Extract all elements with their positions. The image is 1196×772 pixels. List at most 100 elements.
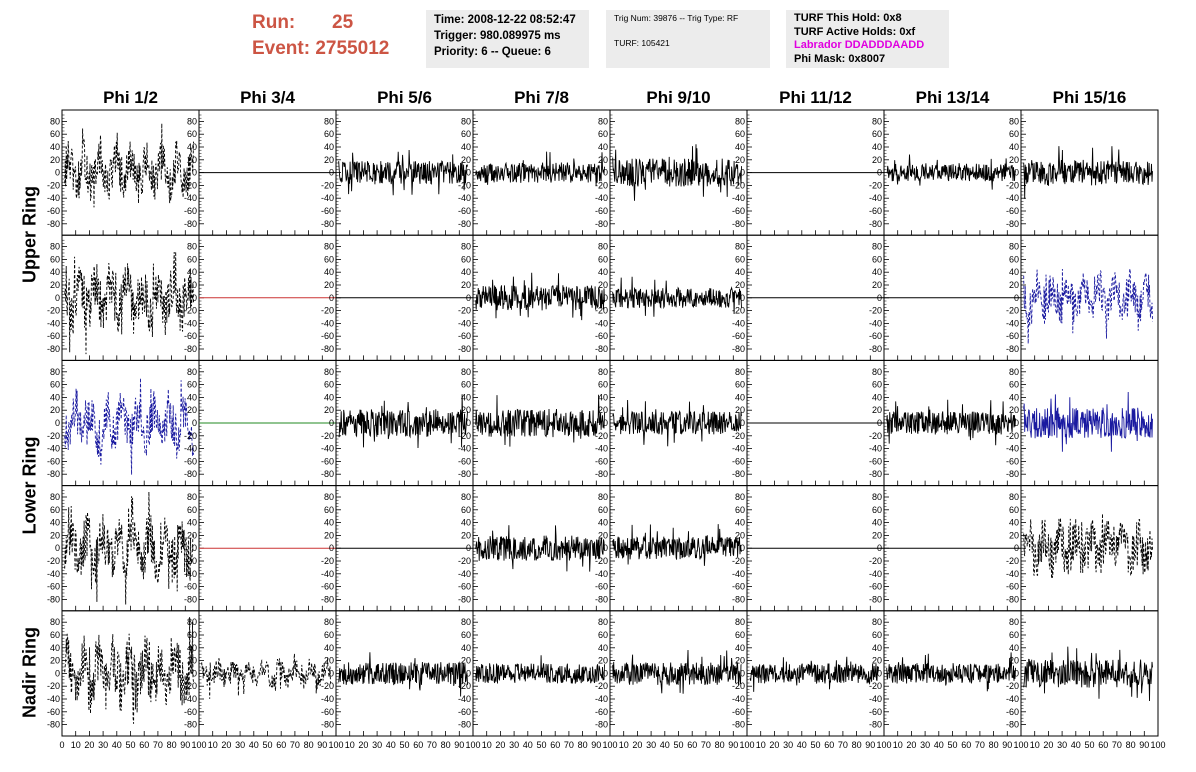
y-tick-label: -40 <box>458 444 471 454</box>
y-tick-label: 20 <box>461 155 471 165</box>
panel-r1-c5: -80 -60 -40 -20 0 20 40 60 80 <box>595 109 748 236</box>
y-tick-label: -40 <box>458 193 471 203</box>
y-tick-label: 40 <box>461 643 471 653</box>
waveform-trace <box>475 525 605 572</box>
y-tick-label: 20 <box>735 155 745 165</box>
y-tick-label: -20 <box>47 431 60 441</box>
x-tick-label: 30 <box>509 740 519 750</box>
y-tick-label: 80 <box>50 617 60 627</box>
y-tick-label: -60 <box>321 456 334 466</box>
y-tick-label: -20 <box>732 556 745 566</box>
y-tick-label: 80 <box>872 617 882 627</box>
x-tick-label: 80 <box>989 740 999 750</box>
y-tick-label: -80 <box>869 594 882 604</box>
x-tick-label: 40 <box>112 740 122 750</box>
x-tick-label: 70 <box>975 740 985 750</box>
time-info-box: Time: 2008-12-22 08:52:47 Trigger: 980.0… <box>426 10 589 68</box>
y-tick-label: -60 <box>184 582 197 592</box>
x-tick-label: 0 <box>59 740 64 750</box>
y-tick-label: -40 <box>732 444 745 454</box>
panel-r5-c6: -80 -60 -40 -20 0 20 40 60 80 <box>732 610 885 737</box>
column-header-4: Phi 7/8 <box>514 88 569 107</box>
x-tick-label: 90 <box>317 740 327 750</box>
y-tick-label: 20 <box>1009 530 1019 540</box>
y-tick-label: 20 <box>324 155 334 165</box>
y-tick-label: 20 <box>461 530 471 540</box>
y-tick-label: -80 <box>595 219 608 229</box>
y-tick-label: -80 <box>595 594 608 604</box>
x-tick-label: 80 <box>1126 740 1136 750</box>
y-tick-label: -60 <box>732 707 745 717</box>
y-tick-label: 20 <box>461 656 471 666</box>
x-tick-label: 80 <box>852 740 862 750</box>
y-tick-label: -20 <box>47 681 60 691</box>
x-tick-label: 70 <box>1112 740 1122 750</box>
x-tick-label: 60 <box>961 740 971 750</box>
waveform-trace <box>64 251 194 355</box>
y-tick-label: 40 <box>735 267 745 277</box>
y-tick-label: -80 <box>595 469 608 479</box>
waveform-trace <box>338 652 468 697</box>
y-tick-label: 80 <box>324 242 334 252</box>
y-tick-label: 0 <box>877 668 882 678</box>
y-tick-label: 60 <box>324 254 334 264</box>
y-tick-label: 60 <box>735 254 745 264</box>
x-tick-label: 70 <box>153 740 163 750</box>
y-tick-label: 0 <box>466 293 471 303</box>
y-tick-label: 40 <box>187 392 197 402</box>
y-tick-label: -80 <box>47 594 60 604</box>
x-tick-label: 90 <box>454 740 464 750</box>
y-tick-label: -40 <box>1006 444 1019 454</box>
y-tick-label: 80 <box>735 617 745 627</box>
panel-r1-c3: -80 -60 -40 -20 0 20 40 60 80 <box>321 109 474 236</box>
y-tick-label: 0 <box>603 293 608 303</box>
x-tick-label: 10 <box>208 740 218 750</box>
y-tick-label: -60 <box>1006 206 1019 216</box>
waveform-trace <box>338 149 468 196</box>
y-tick-label: -40 <box>47 569 60 579</box>
y-tick-label: 20 <box>50 656 60 666</box>
y-tick-label: -20 <box>732 431 745 441</box>
y-tick-label: 40 <box>461 267 471 277</box>
y-tick-label: 60 <box>187 505 197 515</box>
column-header-8: Phi 15/16 <box>1052 88 1127 107</box>
column-header-5: Phi 9/10 <box>646 88 711 107</box>
y-tick-label: -20 <box>184 306 197 316</box>
y-tick-label: 40 <box>50 267 60 277</box>
y-tick-label: 0 <box>55 418 60 428</box>
y-tick-label: -60 <box>869 331 882 341</box>
run-value: 25 <box>332 12 354 33</box>
y-tick-label: 0 <box>192 418 197 428</box>
y-tick-label: 0 <box>877 543 882 553</box>
y-tick-label: -40 <box>47 193 60 203</box>
x-tick-label: 100 <box>602 740 617 750</box>
y-tick-label: 40 <box>598 267 608 277</box>
y-tick-label: 60 <box>461 380 471 390</box>
waveform-trace <box>475 655 605 684</box>
y-tick-label: -60 <box>47 331 60 341</box>
y-tick-label: -20 <box>1006 681 1019 691</box>
y-tick-label: -60 <box>321 331 334 341</box>
waveform-trace <box>475 272 605 321</box>
y-tick-label: 20 <box>187 155 197 165</box>
x-tick-label: 60 <box>276 740 286 750</box>
x-tick-label: 40 <box>249 740 259 750</box>
y-tick-label: 20 <box>50 530 60 540</box>
y-tick-label: 60 <box>1009 630 1019 640</box>
y-tick-label: 0 <box>877 168 882 178</box>
y-tick-label: 0 <box>55 543 60 553</box>
x-tick-label: 30 <box>1057 740 1067 750</box>
y-tick-label: 80 <box>187 116 197 126</box>
y-tick-label: -40 <box>595 569 608 579</box>
x-tick-label: 30 <box>783 740 793 750</box>
panel-r5-c1: -80 -60 -40 -20 0 20 40 60 80 <box>47 610 200 737</box>
y-tick-label: -40 <box>595 444 608 454</box>
y-tick-label: 80 <box>1009 116 1019 126</box>
y-tick-label: 0 <box>740 418 745 428</box>
y-tick-label: 0 <box>329 543 334 553</box>
waveform-trace <box>749 656 879 692</box>
y-tick-label: 80 <box>872 242 882 252</box>
y-tick-label: 20 <box>735 656 745 666</box>
y-tick-label: 80 <box>598 367 608 377</box>
y-tick-label: 60 <box>461 630 471 640</box>
